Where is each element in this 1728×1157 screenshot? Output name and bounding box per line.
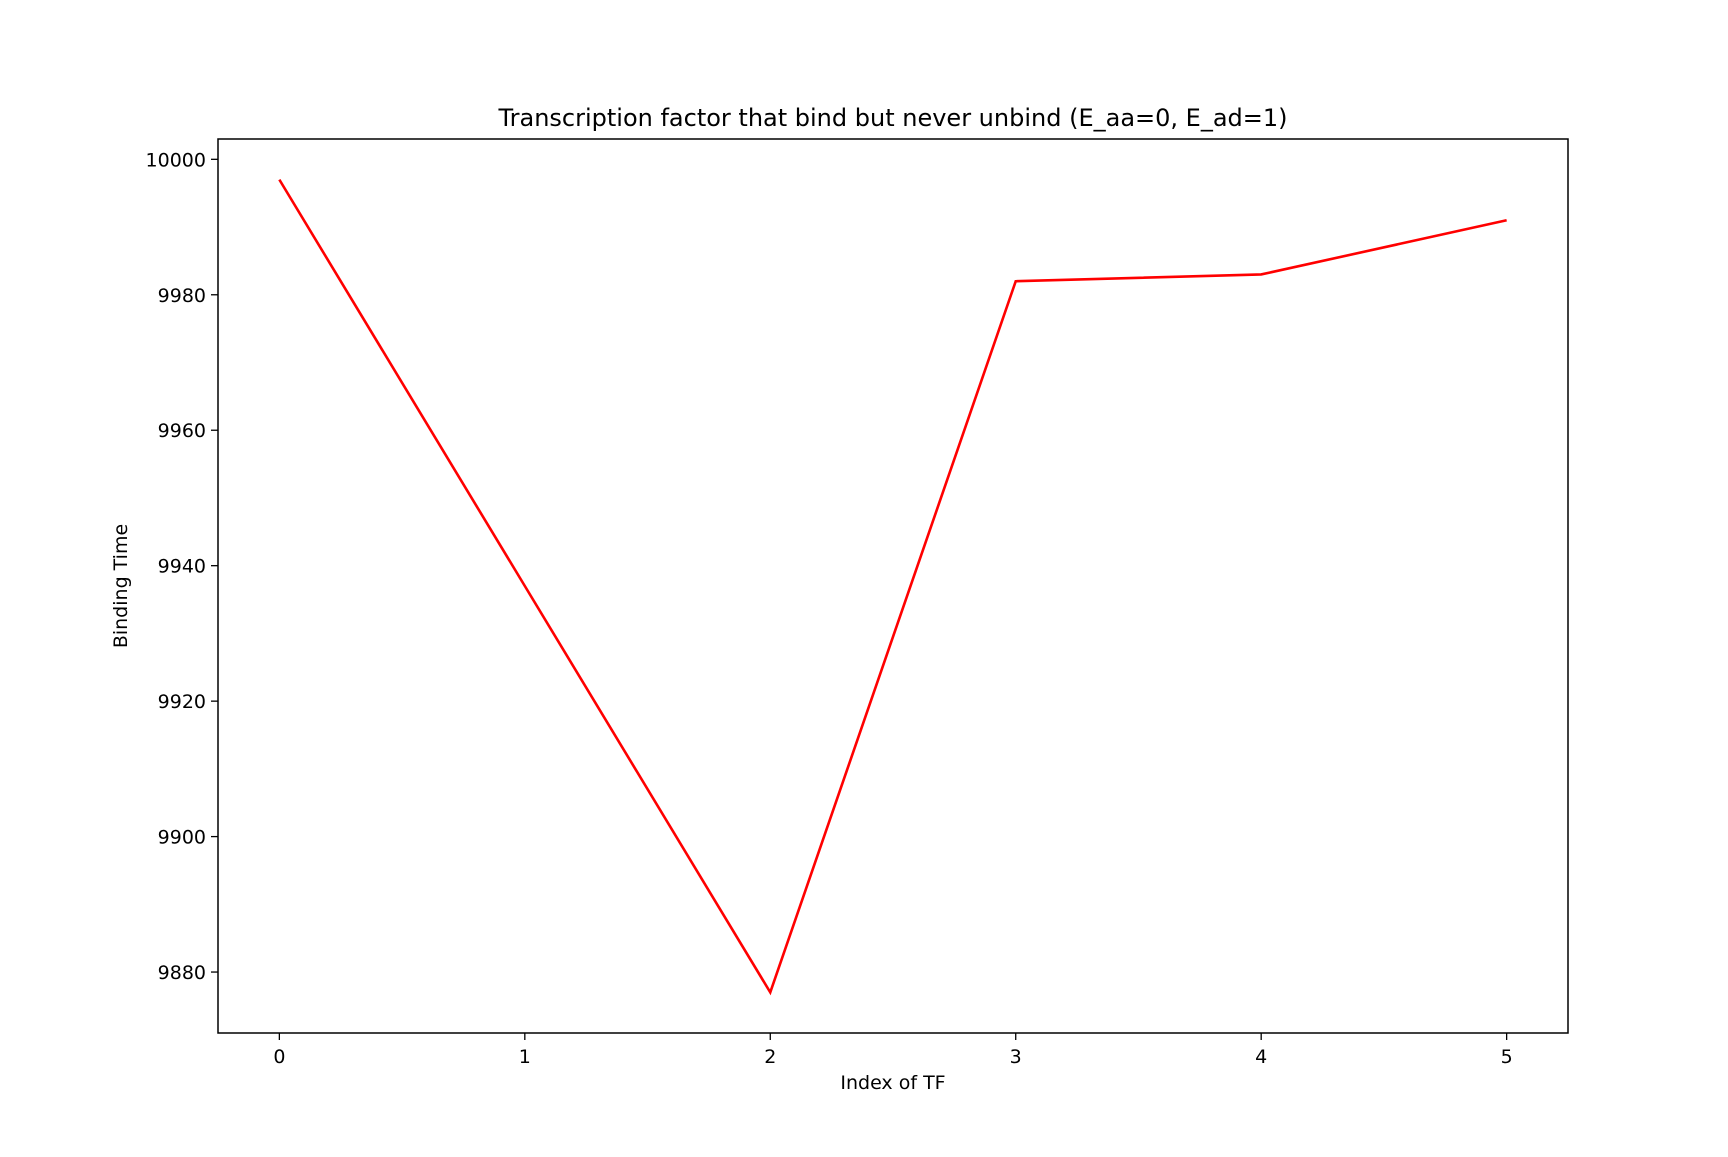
y-tick-label: 9960 — [158, 420, 206, 442]
y-tick-label: 9940 — [158, 556, 206, 578]
x-tick-label: 1 — [519, 1046, 531, 1068]
chart-title: Transcription factor that bind but never… — [497, 104, 1287, 132]
x-tick-label: 3 — [1010, 1046, 1022, 1068]
series-line-0 — [278, 178, 1507, 996]
x-tick-label: 0 — [273, 1046, 285, 1068]
y-axis-ticks: 9880 9900 9920 9940 9960 9980 10000 — [146, 149, 218, 984]
x-tick-label: 2 — [764, 1046, 776, 1068]
series-layer — [278, 178, 1507, 996]
y-tick-label: 9980 — [158, 285, 206, 307]
x-tick-label: 5 — [1501, 1046, 1513, 1068]
y-tick-label: 9880 — [158, 962, 206, 984]
y-tick-label: 10000 — [146, 149, 206, 171]
y-axis-label: Binding Time — [110, 524, 132, 648]
x-axis-label: Index of TF — [840, 1072, 945, 1094]
plot-area-frame — [217, 138, 1569, 1034]
x-tick-label: 4 — [1255, 1046, 1267, 1068]
y-tick-label: 9900 — [158, 827, 206, 849]
y-tick-label: 9920 — [158, 691, 206, 713]
x-axis-ticks: 0 1 2 3 4 5 — [273, 1033, 1513, 1068]
